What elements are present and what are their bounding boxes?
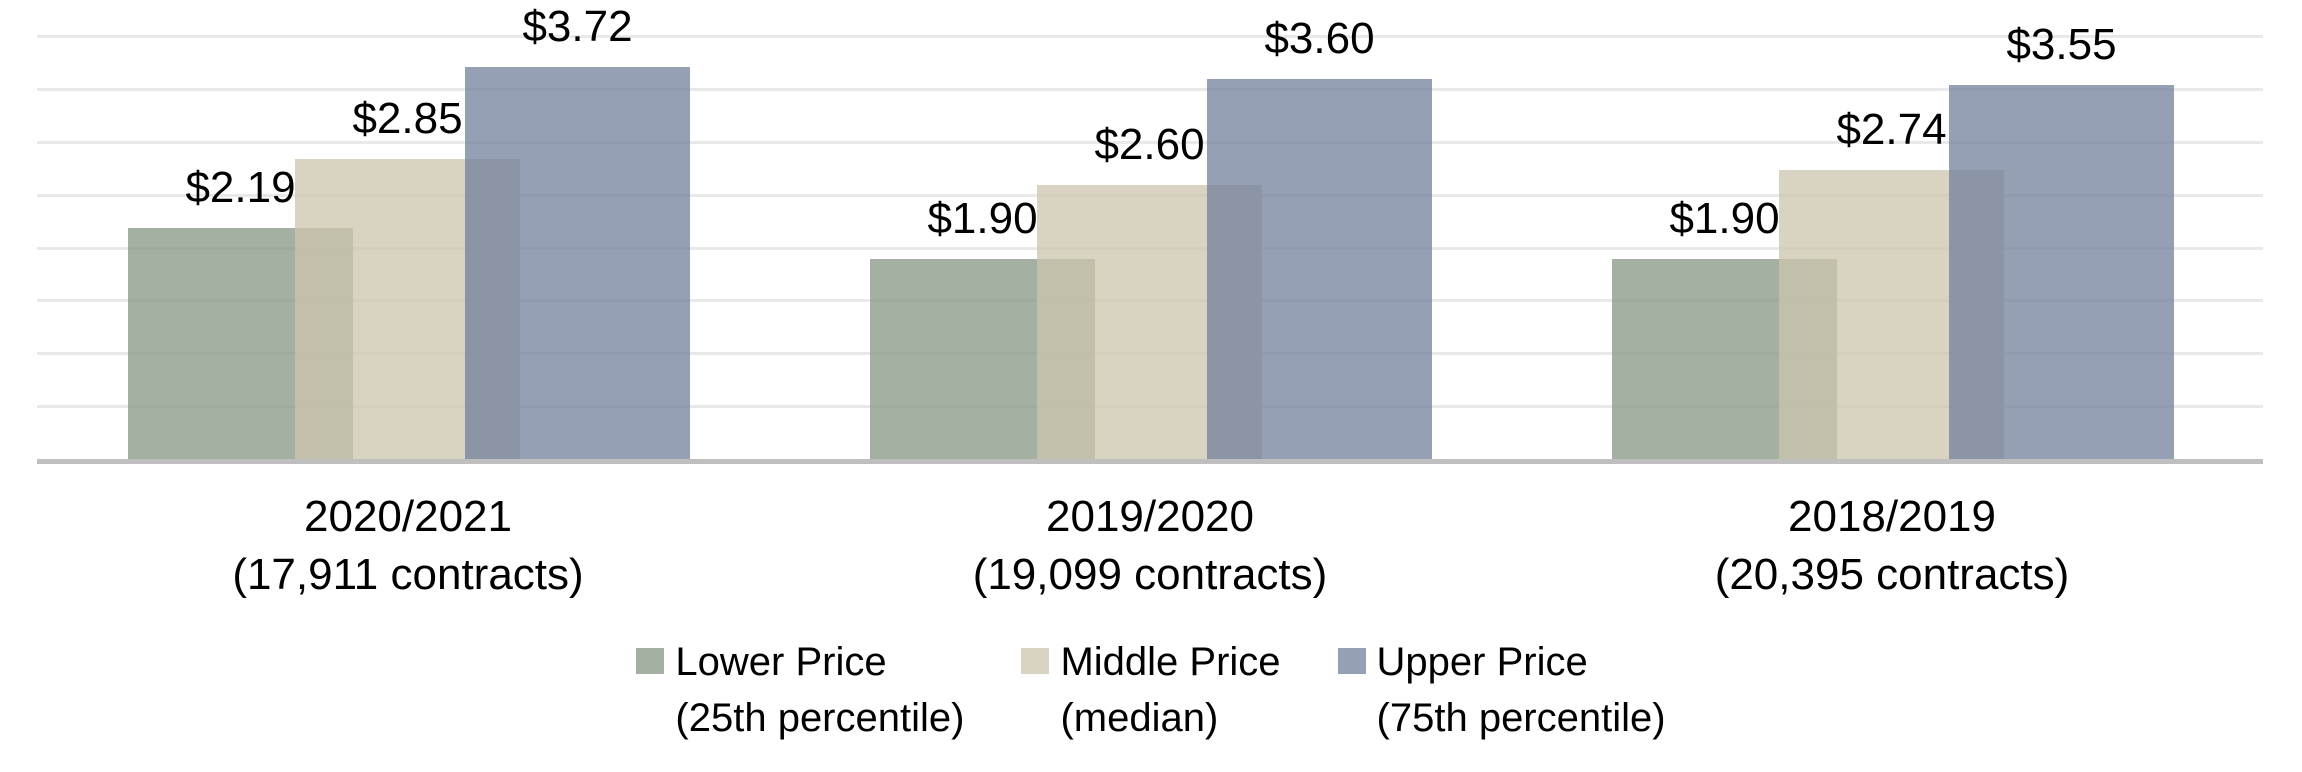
legend-swatch-icon bbox=[636, 648, 665, 674]
legend-entry-lower-price: Lower Price (25th percentile) bbox=[636, 634, 964, 746]
legend-series-name: Middle Price bbox=[1060, 640, 1281, 684]
legend-entry-text: Upper Price (75th percentile) bbox=[1377, 634, 1666, 746]
legend: Lower Price (25th percentile) Middle Price… bbox=[0, 634, 2302, 746]
value-label: $3.55 bbox=[2006, 19, 2117, 69]
value-label: $2.85 bbox=[352, 93, 463, 143]
legend-series-name: Lower Price bbox=[675, 640, 887, 684]
bar-upper-price bbox=[1949, 84, 2174, 460]
x-axis-line bbox=[37, 459, 2263, 464]
category-label: 2020/2021 (17,911 contracts) bbox=[37, 488, 779, 604]
legend-series-name: Upper Price bbox=[1376, 640, 1588, 684]
category-contract-count: (17,911 contracts) bbox=[232, 550, 584, 599]
gridline bbox=[37, 141, 2263, 144]
category-year: 2020/2021 bbox=[304, 492, 512, 541]
legend-entry-text: Lower Price (25th percentile) bbox=[675, 634, 964, 746]
category-contract-count: (19,099 contracts) bbox=[972, 550, 1328, 599]
category-year: 2019/2020 bbox=[1046, 492, 1254, 541]
bar-upper-price bbox=[1207, 79, 1432, 460]
value-label: $1.90 bbox=[927, 194, 1038, 244]
legend-entry-middle-price: Middle Price (median) bbox=[1021, 634, 1281, 746]
legend-series-qualifier: (75th percentile) bbox=[1376, 696, 1666, 740]
legend-swatch-icon bbox=[1021, 648, 1050, 674]
legend-entry-upper-price: Upper Price (75th percentile) bbox=[1337, 634, 1666, 746]
value-label: $2.74 bbox=[1836, 105, 1947, 155]
category-label: 2018/2019 (20,395 contracts) bbox=[1521, 488, 2263, 604]
bar-upper-price bbox=[465, 66, 690, 460]
gridline bbox=[37, 35, 2263, 38]
category-contract-count: (20,395 contracts) bbox=[1714, 550, 2070, 599]
legend-swatch-icon bbox=[1337, 648, 1366, 674]
value-label: $3.72 bbox=[522, 1, 633, 51]
category-label: 2019/2020 (19,099 contracts) bbox=[779, 488, 1521, 604]
value-label: $2.60 bbox=[1094, 120, 1205, 170]
gridline bbox=[37, 88, 2263, 91]
value-label: $3.60 bbox=[1264, 14, 1375, 64]
legend-series-qualifier: (median) bbox=[1060, 696, 1219, 740]
value-label: $1.90 bbox=[1669, 194, 1780, 244]
value-label: $2.19 bbox=[185, 163, 296, 213]
legend-series-qualifier: (25th percentile) bbox=[675, 696, 965, 740]
category-year: 2018/2019 bbox=[1788, 492, 1996, 541]
legend-entry-text: Middle Price (median) bbox=[1060, 634, 1280, 746]
